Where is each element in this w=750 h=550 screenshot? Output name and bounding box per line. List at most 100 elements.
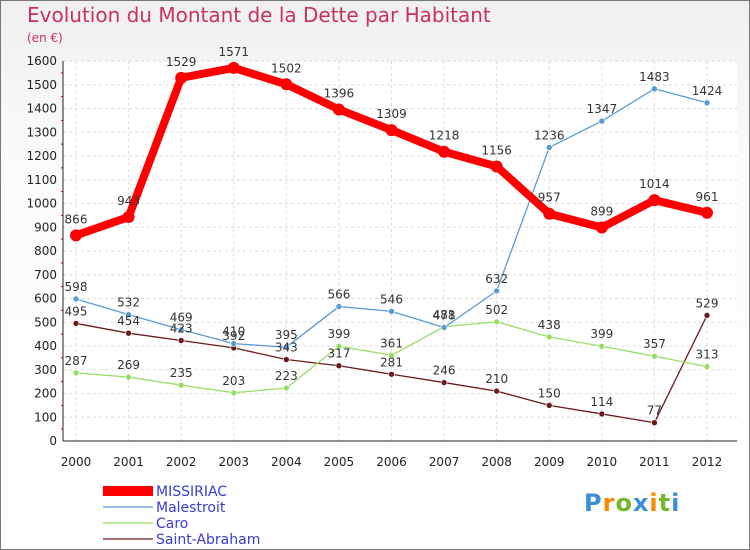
y-tick-label: 1200 bbox=[26, 149, 57, 163]
data-point-missiriac bbox=[122, 211, 135, 224]
data-point-missiriac bbox=[280, 78, 293, 91]
data-label-saint-abraham: 77 bbox=[647, 404, 662, 418]
data-point-saint-abraham bbox=[335, 362, 343, 370]
y-tick-label: 100 bbox=[34, 410, 57, 424]
data-label-caro: 223 bbox=[275, 369, 298, 383]
data-label-missiriac: 1218 bbox=[429, 129, 460, 143]
x-tick-label: 2004 bbox=[271, 455, 302, 469]
logo-letter: i bbox=[671, 489, 681, 517]
data-point-caro bbox=[598, 342, 606, 350]
logo-letter: t bbox=[658, 489, 672, 517]
data-label-missiriac: 1309 bbox=[376, 107, 407, 121]
data-point-missiriac bbox=[648, 194, 661, 207]
data-label-saint-abraham: 392 bbox=[222, 329, 245, 343]
data-label-caro: 399 bbox=[590, 327, 613, 341]
y-tick-label: 600 bbox=[34, 292, 57, 306]
y-tick-label: 900 bbox=[34, 220, 57, 234]
data-point-saint-abraham bbox=[598, 410, 606, 418]
data-point-caro bbox=[703, 363, 711, 370]
legend-label: Caro bbox=[156, 516, 188, 532]
data-point-malestroit bbox=[283, 343, 290, 351]
data-point-missiriac bbox=[332, 103, 345, 116]
y-tick-label: 500 bbox=[34, 315, 57, 329]
data-point-malestroit bbox=[598, 117, 606, 125]
data-point-saint-abraham bbox=[651, 419, 658, 427]
x-tick-label: 2003 bbox=[218, 455, 249, 469]
data-point-saint-abraham bbox=[125, 329, 132, 337]
y-tick-label: 1500 bbox=[26, 78, 57, 92]
data-label-malestroit: 546 bbox=[380, 292, 403, 306]
data-label-caro: 235 bbox=[170, 366, 193, 380]
data-point-missiriac bbox=[438, 145, 451, 158]
data-label-malestroit: 469 bbox=[170, 311, 193, 325]
data-label-malestroit: 410 bbox=[222, 325, 245, 339]
data-point-caro bbox=[545, 333, 553, 341]
data-point-malestroit bbox=[177, 326, 185, 333]
data-point-saint-abraham bbox=[545, 402, 553, 409]
logo-letter: P bbox=[584, 489, 603, 517]
data-point-missiriac bbox=[227, 61, 240, 74]
data-point-malestroit bbox=[125, 311, 132, 318]
data-label-caro: 287 bbox=[65, 354, 88, 368]
data-point-saint-abraham bbox=[440, 379, 448, 386]
x-tick-label: 2008 bbox=[481, 455, 512, 469]
y-tick-label: 300 bbox=[34, 363, 57, 377]
data-point-caro bbox=[388, 351, 395, 359]
logo-letter: r bbox=[602, 489, 616, 517]
data-point-caro bbox=[493, 318, 500, 326]
data-label-caro: 361 bbox=[380, 336, 403, 350]
y-tick-label: 1400 bbox=[26, 102, 57, 116]
data-label-saint-abraham: 114 bbox=[590, 395, 613, 409]
x-tick-label: 2010 bbox=[587, 455, 618, 469]
y-tick-label: 1000 bbox=[26, 197, 57, 211]
data-label-caro: 357 bbox=[643, 337, 666, 351]
x-tick-label: 2001 bbox=[113, 455, 144, 469]
data-label-missiriac: 866 bbox=[65, 212, 88, 226]
data-label-saint-abraham: 210 bbox=[485, 372, 508, 386]
data-point-malestroit bbox=[72, 295, 80, 303]
data-label-malestroit: 532 bbox=[117, 296, 140, 310]
data-label-malestroit: 395 bbox=[275, 328, 298, 342]
data-label-caro: 269 bbox=[117, 358, 140, 372]
data-point-malestroit bbox=[545, 144, 553, 151]
data-label-saint-abraham: 423 bbox=[170, 322, 193, 336]
chart-title: Evolution du Montant de la Dette par Hab… bbox=[27, 3, 491, 27]
data-point-caro bbox=[230, 389, 238, 397]
data-point-saint-abraham bbox=[493, 387, 500, 395]
x-tick-label: 2005 bbox=[324, 455, 355, 469]
data-label-malestroit: 1483 bbox=[639, 70, 670, 84]
data-point-malestroit bbox=[388, 308, 395, 315]
chart-unit: (en €) bbox=[27, 31, 63, 45]
data-point-missiriac bbox=[70, 229, 82, 242]
data-label-malestroit: 1236 bbox=[534, 128, 565, 142]
data-point-malestroit bbox=[651, 85, 658, 93]
logo-letter: o bbox=[615, 489, 633, 517]
data-label-missiriac: 943 bbox=[117, 194, 140, 208]
data-point-caro bbox=[177, 381, 185, 389]
data-label-missiriac: 899 bbox=[590, 204, 613, 218]
x-tick-label: 2007 bbox=[429, 455, 460, 469]
y-tick-label: 0 bbox=[49, 434, 57, 448]
data-label-saint-abraham: 281 bbox=[380, 355, 403, 369]
data-label-malestroit: 632 bbox=[485, 272, 508, 286]
data-label-malestroit: 1424 bbox=[692, 84, 723, 98]
data-point-caro bbox=[125, 373, 132, 381]
y-tick-label: 400 bbox=[34, 339, 57, 353]
data-point-malestroit bbox=[230, 340, 238, 347]
data-point-saint-abraham bbox=[72, 320, 80, 327]
y-tick-label: 1600 bbox=[26, 54, 57, 68]
data-label-malestroit: 478 bbox=[433, 308, 456, 322]
data-point-missiriac bbox=[175, 71, 188, 84]
data-point-caro bbox=[651, 352, 658, 360]
data-point-missiriac bbox=[490, 160, 503, 173]
data-label-malestroit: 566 bbox=[327, 288, 350, 302]
data-point-malestroit bbox=[493, 287, 500, 295]
y-tick-label: 200 bbox=[34, 387, 57, 401]
data-label-saint-abraham: 454 bbox=[117, 314, 140, 328]
logo-letter: i bbox=[649, 489, 659, 517]
data-point-malestroit bbox=[703, 99, 711, 107]
legend-label: Saint-Abraham bbox=[156, 532, 260, 548]
logo-letter: x bbox=[632, 489, 650, 517]
